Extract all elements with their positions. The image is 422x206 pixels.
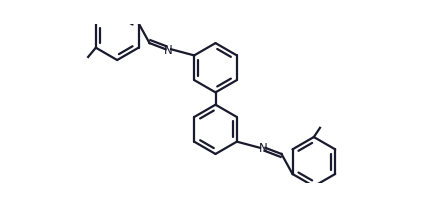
Text: N: N (259, 142, 268, 154)
Text: N: N (164, 43, 172, 56)
